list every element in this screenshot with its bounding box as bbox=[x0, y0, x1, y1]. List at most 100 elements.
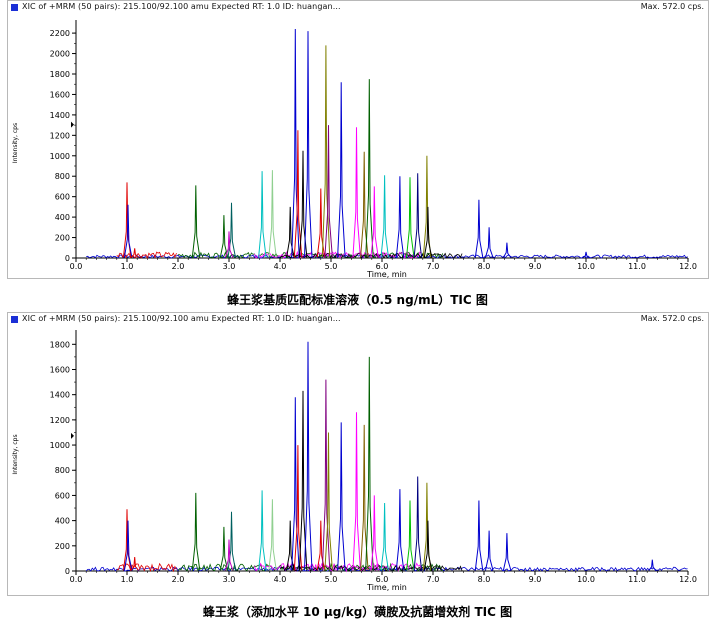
chart-caption-2: 蜂王浆（添加水平 10 μg/kg）磺胺及抗菌增效剂 TIC 图 bbox=[202, 605, 513, 619]
trace-color-swatch bbox=[11, 316, 18, 323]
x-tick-label: 2.0 bbox=[172, 262, 185, 271]
y-tick-label: 200 bbox=[55, 542, 70, 551]
x-tick-label: 3.0 bbox=[223, 575, 236, 584]
x-tick-label: 10.0 bbox=[577, 575, 595, 584]
y-tick-label: 800 bbox=[55, 466, 70, 475]
x-tick-label: 12.0 bbox=[679, 575, 697, 584]
y-tick-label: 600 bbox=[55, 491, 70, 500]
trace-color-swatch bbox=[11, 4, 18, 11]
peak-trace bbox=[406, 500, 415, 571]
max-intensity-label: Max. 572.0 cps. bbox=[640, 2, 704, 11]
peak-trace bbox=[395, 176, 405, 258]
peak-trace bbox=[365, 79, 374, 258]
baseline-trace bbox=[116, 251, 177, 260]
x-tick-label: 9.0 bbox=[529, 262, 542, 271]
x-tick-label: 10.0 bbox=[577, 262, 595, 271]
peak-trace bbox=[423, 520, 433, 571]
y-tick-label: 400 bbox=[55, 517, 70, 526]
peak-trace bbox=[324, 432, 333, 571]
x-tick-label: 8.0 bbox=[478, 575, 491, 584]
peak-trace bbox=[502, 242, 512, 258]
y-tick-label: 1000 bbox=[50, 441, 70, 450]
peak-trace bbox=[122, 509, 132, 571]
peak-trace bbox=[502, 533, 512, 571]
max-intensity-label: Max. 572.0 cps. bbox=[640, 314, 704, 323]
peak-trace bbox=[474, 199, 484, 258]
x-tick-label: 9.0 bbox=[529, 575, 542, 584]
peak-trace bbox=[365, 356, 374, 571]
peak-trace bbox=[268, 499, 277, 571]
y-tick-label: 1800 bbox=[50, 340, 70, 349]
peak-trace bbox=[380, 502, 389, 571]
x-tick-label: 11.0 bbox=[628, 575, 646, 584]
peak-trace bbox=[304, 31, 313, 258]
y-tick-label: 1400 bbox=[50, 111, 70, 120]
x-tick-label: 11.0 bbox=[628, 262, 646, 271]
x-tick-label: 6.0 bbox=[376, 262, 389, 271]
peak-trace bbox=[337, 422, 346, 571]
y-axis-label: Intensity, cps bbox=[12, 434, 19, 474]
x-tick-label: 5.0 bbox=[325, 262, 338, 271]
peak-trace bbox=[130, 248, 139, 258]
peak-trace bbox=[337, 82, 346, 258]
y-tick-label: 200 bbox=[55, 234, 70, 243]
peak-trace bbox=[395, 489, 405, 571]
y-tick-label: 1600 bbox=[50, 90, 70, 99]
x-tick-label: 5.0 bbox=[325, 575, 338, 584]
peak-trace bbox=[298, 390, 308, 571]
y-tick-label: 1000 bbox=[50, 152, 70, 161]
peak-trace bbox=[582, 251, 591, 258]
y-tick-label: 0 bbox=[65, 254, 70, 263]
header-text: XIC of +MRM (50 pairs): 215.100/92.100 a… bbox=[22, 314, 341, 323]
x-tick-label: 4.0 bbox=[274, 262, 287, 271]
peak-trace bbox=[123, 520, 133, 571]
x-tick-label: 6.0 bbox=[376, 575, 389, 584]
chromatogram-panel-1: XIC of +MRM (50 pairs): 215.100/92.100 a… bbox=[7, 0, 709, 279]
peak-trace bbox=[304, 341, 313, 571]
peak-trace bbox=[485, 227, 494, 258]
peak-trace bbox=[648, 559, 657, 571]
peak-trace bbox=[130, 557, 139, 571]
peak-trace bbox=[224, 231, 234, 258]
peak-trace bbox=[293, 130, 303, 258]
y-tick-label: 1400 bbox=[50, 391, 70, 400]
peak-trace bbox=[227, 202, 236, 258]
x-tick-label: 7.0 bbox=[427, 575, 440, 584]
peak-trace bbox=[191, 185, 201, 258]
peak-trace bbox=[293, 445, 303, 571]
y-tick-label: 2200 bbox=[50, 29, 70, 38]
y-tick-label: 0 bbox=[65, 567, 70, 576]
peak-trace bbox=[413, 476, 423, 571]
peak-trace bbox=[258, 171, 267, 258]
peak-trace bbox=[370, 186, 379, 258]
peak-trace bbox=[291, 397, 300, 571]
y-tick-label: 1200 bbox=[50, 131, 70, 140]
peak-trace bbox=[324, 125, 333, 258]
x-tick-label: 0.0 bbox=[70, 575, 83, 584]
chromatogram-panel-2: XIC of +MRM (50 pairs): 215.100/92.100 a… bbox=[7, 312, 709, 596]
x-tick-label: 3.0 bbox=[223, 262, 236, 271]
peak-trace bbox=[485, 530, 494, 571]
peak-trace bbox=[352, 127, 361, 258]
x-tick-label: 8.0 bbox=[478, 262, 491, 271]
x-tick-label: 4.0 bbox=[274, 575, 287, 584]
peak-trace bbox=[422, 482, 432, 571]
peak-trace bbox=[321, 379, 331, 571]
peak-trace bbox=[258, 490, 267, 571]
y-tick-label: 600 bbox=[55, 193, 70, 202]
y-tick-label: 400 bbox=[55, 213, 70, 222]
peak-trace bbox=[423, 206, 433, 258]
chromatogram-plot-1: 0 200 400 600 800 1000 1200 1400 1600 1800 2000 220… bbox=[12, 20, 697, 278]
peak-trace bbox=[380, 175, 389, 258]
panel-header: XIC of +MRM (50 pairs): 215.100/92.100 a… bbox=[8, 1, 708, 15]
cursor-marker bbox=[71, 121, 74, 128]
x-tick-label: 2.0 bbox=[172, 575, 185, 584]
x-tick-label: 1.0 bbox=[121, 262, 134, 271]
peak-trace bbox=[219, 526, 229, 571]
panel-header: XIC of +MRM (50 pairs): 215.100/92.100 a… bbox=[8, 313, 708, 327]
peak-trace bbox=[191, 492, 201, 571]
peak-trace bbox=[219, 215, 229, 258]
peak-trace bbox=[352, 412, 361, 571]
x-tick-label: 1.0 bbox=[121, 575, 134, 584]
x-axis-label: Time, min bbox=[366, 270, 407, 278]
